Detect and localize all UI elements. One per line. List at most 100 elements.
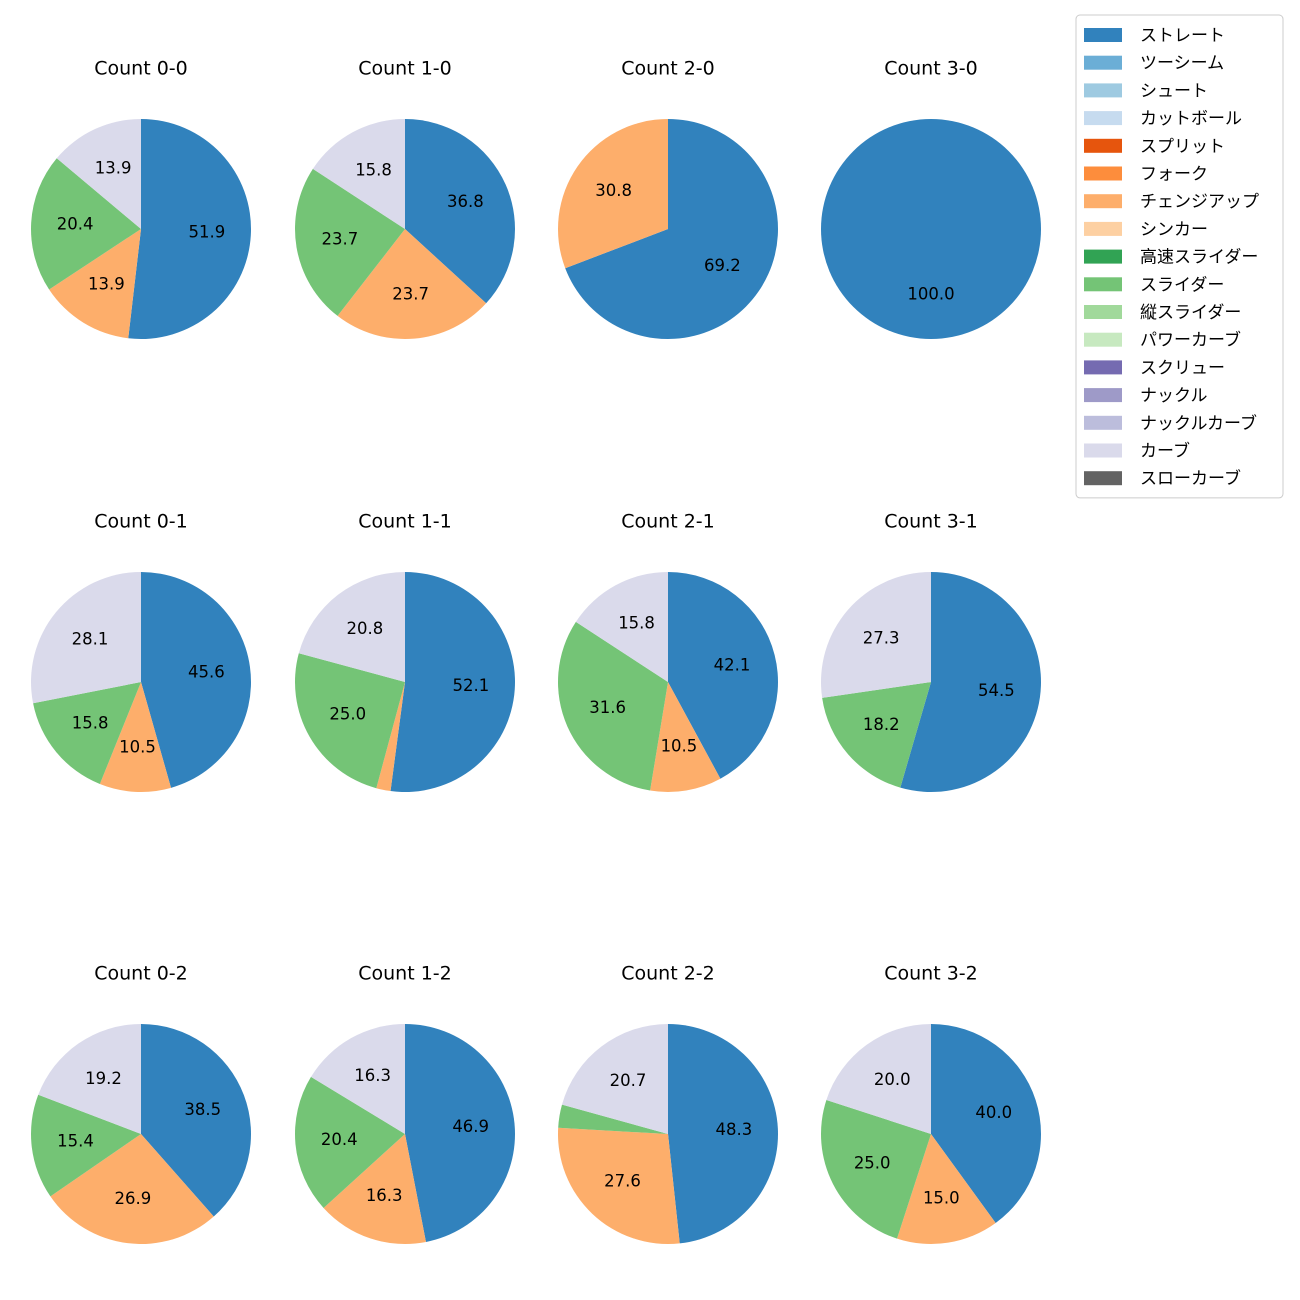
legend-item: チェンジアップ	[1084, 192, 1259, 212]
slice-label: 30.8	[595, 181, 632, 200]
legend-label: ストレート	[1140, 26, 1225, 46]
pie-chart: Count 2-2 48.3 27.6 20.7	[558, 963, 778, 1244]
slice-label: 31.6	[589, 698, 626, 717]
pie-slice	[931, 1024, 1041, 1223]
slice-label: 15.8	[72, 714, 109, 733]
slice-label: 20.4	[57, 215, 94, 234]
pie-slice	[826, 1024, 931, 1134]
slice-label: 40.0	[975, 1103, 1012, 1122]
pie-slice	[323, 1134, 426, 1244]
pie-slice	[821, 1100, 931, 1239]
pie-title: Count 1-1	[358, 511, 452, 533]
slice-label: 69.2	[704, 256, 741, 275]
slice-label: 28.1	[72, 630, 109, 649]
legend-label: シンカー	[1140, 220, 1208, 240]
pie-slice	[575, 572, 668, 682]
pie-slice	[50, 1134, 214, 1244]
slice-label: 23.7	[322, 229, 359, 248]
legend-item: カットボール	[1084, 109, 1242, 129]
legend-item: ツーシーム	[1084, 54, 1224, 74]
pie-title: Count 2-0	[621, 58, 715, 80]
pie-slice	[668, 1024, 778, 1244]
slice-label: 46.9	[452, 1117, 489, 1136]
pie-charts: Count 0-0 51.9 13.9 20.4 13.9 Count 1-0 36.8 23…	[30, 58, 1041, 1244]
pie-slice	[897, 1134, 996, 1244]
slice-label: 48.3	[716, 1120, 753, 1139]
slice-label: 25.0	[329, 704, 366, 723]
slice-label: 18.2	[863, 715, 900, 734]
legend-label: ナックルカーブ	[1140, 413, 1257, 434]
pie-slice	[557, 621, 668, 791]
legend-swatch	[1084, 471, 1122, 486]
pie-slice	[561, 1024, 668, 1134]
pie-slice	[337, 229, 487, 339]
slice-label: 27.6	[604, 1171, 641, 1190]
pie-slice	[405, 119, 515, 304]
slice-label: 51.9	[189, 222, 226, 241]
legend-item: 縦スライダー	[1084, 303, 1241, 323]
pie-slice	[900, 572, 1041, 792]
slice-label: 36.8	[447, 192, 484, 211]
legend-swatch	[1084, 221, 1122, 236]
legend-swatch	[1084, 443, 1122, 458]
legend-swatch	[1084, 55, 1122, 70]
legend-frame	[1075, 14, 1284, 499]
legend-swatch	[1084, 166, 1122, 181]
legend-swatch	[1084, 83, 1122, 98]
slice-label: 15.8	[618, 613, 655, 632]
legend: ストレートツーシームシュートカットボールスプリットフォークチェンジアップシンカー…	[1075, 14, 1284, 499]
legend-item: ストレート	[1084, 26, 1225, 46]
slice-label: 13.9	[95, 159, 132, 178]
slice-label: 15.8	[355, 160, 392, 179]
legend-swatch	[1084, 332, 1122, 347]
slice-label: 20.7	[610, 1071, 647, 1090]
legend-label: スローカーブ	[1140, 468, 1241, 489]
pie-title: Count 0-1	[94, 511, 188, 533]
pie-title: Count 2-2	[621, 963, 715, 985]
pie-slice	[49, 229, 141, 339]
pie-slice	[298, 572, 405, 682]
legend-label: シュート	[1140, 81, 1208, 101]
pie-slice	[376, 682, 405, 792]
slice-label: 26.9	[115, 1189, 152, 1208]
pie-title: Count 1-0	[358, 58, 452, 80]
legend-item: フォーク	[1084, 165, 1208, 185]
pie-chart: Count 0-0 51.9 13.9 20.4 13.9	[30, 58, 251, 339]
slice-label: 16.3	[366, 1186, 403, 1205]
pie-chart: Count 1-1 52.1 25.0 20.8	[295, 511, 516, 792]
pie-slice	[821, 572, 931, 698]
pie-slice	[650, 682, 721, 792]
pie-chart: Count 0-2 38.5 26.9 15.4 19.2	[31, 963, 251, 1244]
pie-title: Count 0-2	[94, 963, 188, 985]
pie-slice	[822, 682, 931, 788]
pie-slice	[405, 1024, 515, 1242]
legend-item: ナックル	[1084, 386, 1208, 406]
legend-swatch	[1084, 388, 1122, 403]
pie-slice	[128, 119, 251, 339]
legend-item: スローカーブ	[1084, 468, 1241, 489]
slice-label: 45.6	[188, 662, 225, 681]
legend-item: スプリット	[1084, 137, 1225, 157]
legend-item: ナックルカーブ	[1084, 413, 1257, 434]
slice-label: 19.2	[85, 1069, 122, 1088]
pie-slice	[56, 119, 142, 229]
legend-label: フォーク	[1140, 165, 1208, 185]
pie-chart: Count 2-1 42.1 10.5 31.6 15.8	[557, 511, 778, 792]
legend-swatch	[1084, 111, 1122, 126]
legend-label: ツーシーム	[1140, 54, 1224, 74]
slice-label: 10.5	[661, 737, 698, 756]
pie-slice	[30, 158, 141, 290]
legend-label: ナックル	[1140, 386, 1208, 406]
slice-label: 20.4	[321, 1130, 358, 1149]
pie-title: Count 3-0	[884, 58, 978, 80]
pie-slice	[558, 1127, 680, 1244]
legend-label: 高速スライダー	[1140, 248, 1258, 268]
legend-item: スライダー	[1084, 275, 1224, 295]
legend-item: シュート	[1084, 81, 1208, 101]
slice-label: 16.3	[354, 1066, 391, 1085]
legend-item: パワーカーブ	[1084, 330, 1241, 351]
slice-label: 23.7	[392, 284, 429, 303]
pie-slice	[821, 119, 1041, 339]
pie-title: Count 2-1	[621, 511, 715, 533]
